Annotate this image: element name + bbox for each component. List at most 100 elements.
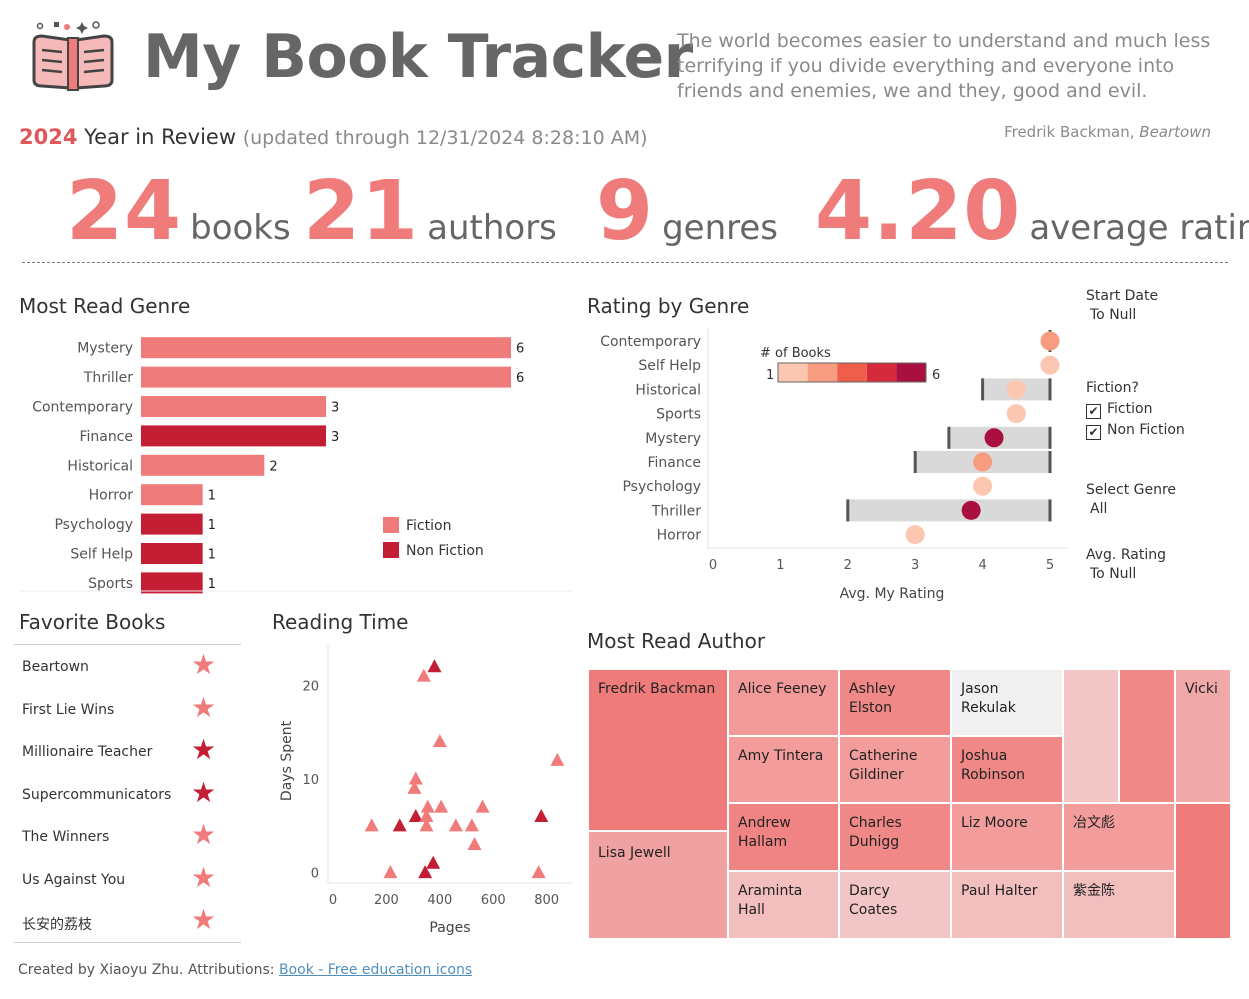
genre-tick-label: Psychology xyxy=(54,517,133,533)
start-date-value[interactable]: To Null xyxy=(1090,307,1137,323)
rating-genre-label: Self Help xyxy=(638,358,701,374)
genre-tick-label: Mystery xyxy=(77,341,133,357)
genre-bar-data-label: 1 xyxy=(208,577,216,592)
reading-time-point xyxy=(534,808,549,822)
rating-x-tick-label: 2 xyxy=(844,558,852,573)
star-icon: ★ xyxy=(191,860,217,894)
author-tile[interactable]: Darcy Coates xyxy=(839,871,951,939)
kpi-value: 9 xyxy=(596,164,655,259)
author-tile[interactable] xyxy=(1063,669,1119,803)
author-tile[interactable]: Catherine Gildiner xyxy=(839,736,951,803)
section-title-authors: Most Read Author xyxy=(587,629,766,653)
reading-time-point xyxy=(432,734,447,748)
reading-time-point xyxy=(408,771,423,785)
rating-range-bar xyxy=(847,499,1050,522)
avg-rating-filter[interactable]: Avg. Rating To Null xyxy=(1086,546,1166,584)
genre-filter[interactable]: Select Genre All xyxy=(1086,481,1176,519)
rating-avg-dot xyxy=(1040,355,1060,375)
favorite-book-row: Millionaire Teacher ★ xyxy=(14,732,241,774)
genre-tick-label: Sports xyxy=(88,576,133,592)
start-date-filter[interactable]: Start Date To Null xyxy=(1086,287,1158,325)
author-tile[interactable]: Paul Halter xyxy=(951,871,1063,939)
rating-min-tick xyxy=(947,426,951,449)
reading-time-point xyxy=(464,818,479,832)
reading-time-point xyxy=(418,865,433,879)
author-tile[interactable]: 冶文彪 xyxy=(1063,803,1175,871)
rating-by-genre-chart: Contemporary Self Help Historical Sports Mys… xyxy=(600,328,1067,602)
author-tile[interactable]: Liz Moore xyxy=(951,803,1063,871)
reading-time-point xyxy=(392,818,407,832)
genre-filter-value[interactable]: All xyxy=(1090,501,1108,517)
non-fiction-checkbox[interactable]: ✔ Non Fiction xyxy=(1086,421,1185,440)
genre-tick-label: Finance xyxy=(79,429,133,445)
kpi-authors: 21 authors xyxy=(303,164,557,259)
rating-avg-dot xyxy=(961,500,981,520)
section-title-favorites: Favorite Books xyxy=(19,610,166,634)
author-tile[interactable]: Lisa Jewell xyxy=(588,831,728,939)
color-legend-max: 6 xyxy=(932,368,940,383)
author-tile[interactable]: Andrew Hallam xyxy=(728,803,839,871)
star-icon: ★ xyxy=(191,775,217,809)
avg-rating-value[interactable]: To Null xyxy=(1090,566,1137,582)
book-logo-icon xyxy=(30,20,116,92)
year-subtitle: 2024 Year in Review (updated through 12/… xyxy=(19,125,648,149)
author-tile[interactable]: Fredrik Backman xyxy=(588,669,728,831)
reading-time-point xyxy=(364,818,379,832)
star-icon: ★ xyxy=(191,690,217,724)
rating-genre-label: Sports xyxy=(656,407,701,423)
reading-time-point xyxy=(419,808,434,822)
favorite-book-row: Beartown ★ xyxy=(14,647,241,689)
author-tile[interactable]: Jason Rekulak xyxy=(951,669,1063,736)
time-x-tick-label: 600 xyxy=(481,893,506,908)
checkbox-check-icon[interactable]: ✔ xyxy=(1086,425,1101,440)
color-legend-swatch xyxy=(837,363,867,382)
legend-label: Fiction xyxy=(406,518,451,534)
checkbox-check-icon[interactable]: ✔ xyxy=(1086,404,1101,419)
kpi-label: average rating xyxy=(1029,208,1249,248)
rating-genre-label: Psychology xyxy=(622,479,701,495)
author-tile[interactable]: 紫金陈 xyxy=(1063,871,1175,939)
author-tile[interactable]: Joshua Robinson xyxy=(951,736,1063,803)
kpi-label: books xyxy=(190,208,291,248)
favorite-book-row: The Winners ★ xyxy=(14,817,241,859)
reading-time-point xyxy=(475,799,490,813)
attribution-link[interactable]: Book - Free education icons xyxy=(278,962,473,978)
fiction-checkbox[interactable]: ✔ Fiction xyxy=(1086,400,1185,419)
favorite-book-title: 长安的荔枝 xyxy=(22,917,92,933)
rating-max-tick xyxy=(1048,426,1052,449)
author-tile[interactable]: Charles Duhigg xyxy=(839,803,951,871)
rating-genre-label: Horror xyxy=(657,528,702,544)
fiction-option-label: Fiction xyxy=(1107,401,1153,417)
start-date-label: Start Date xyxy=(1086,288,1159,304)
author-tile[interactable]: Alice Feeney xyxy=(728,669,839,736)
genre-tick-label: Thriller xyxy=(83,370,133,386)
color-legend-swatch xyxy=(807,363,838,382)
kpi-value: 4.20 xyxy=(815,164,1022,259)
favorites-bottom-rule xyxy=(14,942,241,943)
author-tile[interactable]: Ashley Elston xyxy=(839,669,951,736)
rating-x-axis-title: Avg. My Rating xyxy=(840,586,945,602)
author-tile[interactable]: Vicki xyxy=(1175,669,1231,803)
author-tile[interactable]: Amy Tintera xyxy=(728,736,839,803)
star-icon: ★ xyxy=(191,818,217,851)
most-read-genre-chart: Mystery 6 Thriller 6 Contemporary 3 Finance 3 Hi… xyxy=(20,337,572,594)
non-fiction-option-label: Non Fiction xyxy=(1107,422,1185,438)
kpi-label: authors xyxy=(427,208,557,248)
rating-max-tick xyxy=(1048,499,1052,522)
time-y-tick-label: 20 xyxy=(302,679,319,694)
time-y-tick-label: 0 xyxy=(311,867,319,882)
genre-bar-data-label: 2 xyxy=(269,459,277,474)
section-title-reading-time: Reading Time xyxy=(272,610,409,634)
quote-text: The world becomes easier to understand a… xyxy=(677,30,1211,102)
reading-time-point xyxy=(531,865,546,879)
dashed-divider xyxy=(22,262,1228,263)
author-tile[interactable] xyxy=(1119,669,1175,803)
genre-tick-label: Contemporary xyxy=(32,400,133,416)
rating-genre-label: Historical xyxy=(635,382,701,398)
author-tile[interactable] xyxy=(1175,803,1231,939)
author-tile[interactable]: Araminta Hall xyxy=(728,871,839,939)
rating-genre-label: Finance xyxy=(647,455,701,471)
time-x-tick-label: 0 xyxy=(329,893,337,908)
fiction-filter-label: Fiction? xyxy=(1086,380,1139,396)
rating-genre-label: Mystery xyxy=(645,431,701,447)
